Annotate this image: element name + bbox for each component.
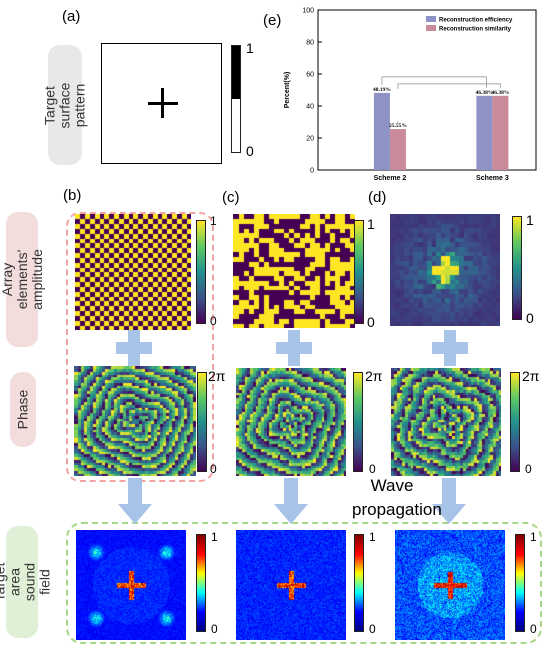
row-label-phase-text: Phase — [16, 390, 31, 430]
target-pattern-image — [101, 43, 222, 164]
cross-vertical — [161, 88, 164, 118]
cbar-field-c-min: 0 — [369, 622, 376, 636]
row-label-amplitude-text: Array elements' amplitude — [0, 249, 45, 310]
cbar-binary-min: 0 — [246, 143, 254, 159]
phase-map-c — [236, 368, 346, 476]
data-label: 46.38% — [491, 90, 509, 96]
cbar-field-d-max: 1 — [530, 530, 537, 544]
bar — [476, 96, 492, 170]
phase-map-d — [391, 368, 501, 476]
colorbar-amplitude-c — [354, 220, 364, 324]
y-axis-label: Percent(%) — [284, 72, 291, 109]
sound-field-d — [395, 530, 505, 640]
data-label: 25.55% — [389, 123, 407, 129]
plus-icon-b — [116, 330, 152, 366]
row-label-amplitude: Array elements' amplitude — [6, 212, 38, 347]
cbar-phase-c-max: 2π — [365, 368, 382, 384]
y-tick-label: 40 — [306, 104, 314, 111]
row-label-phase: Phase — [10, 372, 36, 447]
cbar-phase-b-max: 2π — [208, 368, 225, 384]
bar — [374, 93, 390, 170]
arrow-down-icon-c — [274, 478, 308, 524]
cbar-amp-b-max: 1 — [210, 214, 217, 228]
bar — [390, 129, 406, 170]
panel-label-c: (c) — [222, 189, 240, 206]
sound-field-b — [76, 530, 186, 640]
colorbar-amplitude-d — [512, 216, 522, 320]
y-tick-label: 20 — [306, 136, 314, 143]
colorbar-field-c — [354, 534, 364, 632]
legend-swatch — [426, 25, 436, 31]
row-label-sound-field: Target area sound field — [6, 526, 38, 638]
cbar-field-d-min: 0 — [530, 622, 537, 636]
phase-map-b — [74, 366, 196, 476]
y-tick-label: 60 — [306, 72, 314, 79]
colorbar-phase-c — [353, 372, 363, 472]
cbar-amp-c-min: 0 — [367, 314, 375, 330]
y-tick-label: 0 — [310, 168, 314, 175]
cbar-amp-d-max: 1 — [526, 212, 534, 228]
bar — [492, 96, 508, 170]
cbar-phase-b-min: 0 — [210, 462, 217, 476]
y-tick-label: 80 — [306, 40, 314, 47]
panel-label-a: (a) — [62, 8, 80, 25]
x-tick-label: Scheme 3 — [476, 175, 509, 180]
row-label-target-pattern-text: Target surface pattern — [43, 82, 88, 128]
plus-icon-d — [432, 330, 468, 366]
data-label: 48.19% — [373, 87, 391, 93]
cbar-amp-d-min: 0 — [526, 310, 534, 326]
sound-field-c — [236, 530, 346, 640]
cbar-phase-d-min: 0 — [525, 462, 532, 476]
colorbar-binary — [231, 45, 241, 153]
panel-label-d: (d) — [368, 189, 386, 206]
colorbar-phase-d — [510, 372, 520, 472]
amplitude-map-c — [233, 214, 355, 328]
colorbar-phase-b — [197, 372, 207, 472]
colorbar-field-d — [515, 534, 525, 632]
cbar-amp-c-max: 1 — [367, 216, 375, 232]
cbar-field-b-min: 0 — [211, 622, 218, 636]
colorbar-amplitude-b — [196, 220, 206, 324]
row-label-sound-field-text: Target area sound field — [0, 563, 52, 602]
legend-entry: Reconstruction similarity — [439, 27, 512, 33]
cbar-field-b-max: 1 — [211, 530, 218, 544]
cbar-amp-b-min: 0 — [210, 314, 217, 328]
bar-chart: 0 20 40 60 80 100 Percent(%) Scheme 2 48.19% 25.5… — [275, 0, 545, 180]
row-label-target-pattern: Target surface pattern — [48, 45, 82, 165]
x-tick-label: Scheme 2 — [374, 175, 407, 180]
cbar-binary-max: 1 — [246, 40, 254, 56]
y-tick-label: 100 — [302, 8, 314, 15]
legend-entry: Reconstruction efficiency — [439, 18, 513, 24]
colorbar-field-b — [196, 534, 206, 632]
wave-propagation-label: Wave propagation — [352, 474, 432, 522]
arrow-down-icon-b — [118, 478, 152, 524]
legend-swatch — [426, 16, 436, 22]
plus-icon-c — [276, 330, 312, 366]
panel-label-b: (b) — [63, 187, 81, 204]
cbar-phase-d-max: 2π — [522, 368, 539, 384]
amplitude-map-b — [75, 214, 191, 330]
cbar-field-c-max: 1 — [369, 530, 376, 544]
amplitude-map-d — [390, 214, 500, 326]
